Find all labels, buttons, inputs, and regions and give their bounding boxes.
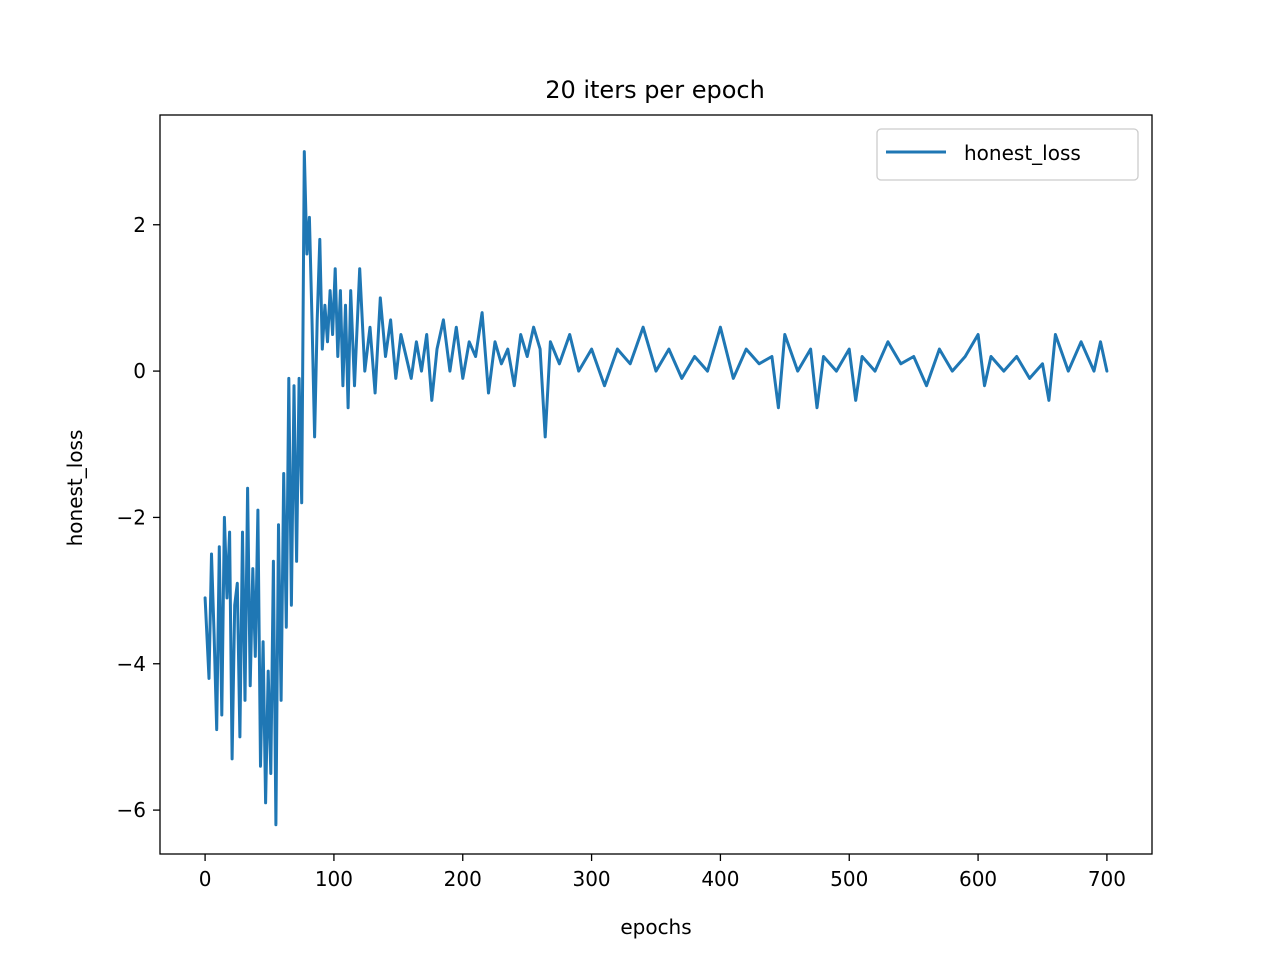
plot-area [159,114,1153,855]
y-axis-label: honest_loss [63,430,87,547]
series-line-honest_loss [203,150,1109,827]
plot-background [160,115,1152,854]
legend-box [876,128,1139,181]
y-axis: −6 −4 −2 0 2 [117,213,160,822]
x-tick-label: 600 [959,867,997,891]
y-tick-label: 2 [133,213,146,237]
series-layer [203,150,1109,827]
x-tick-label: 300 [572,867,610,891]
x-axis-label: epochs [620,915,691,939]
x-tick-label: 0 [199,867,212,891]
legend-label: honest_loss [964,141,1081,165]
x-tick-label: 200 [444,867,482,891]
y-tick-label: −6 [117,798,146,822]
y-tick-label: 0 [133,359,146,383]
x-tick-label: 400 [701,867,739,891]
y-tick-label: −2 [117,505,146,529]
x-axis: 0 100 200 300 400 500 600 700 [199,854,1126,891]
x-tick-label: 100 [315,867,353,891]
x-tick-label: 500 [830,867,868,891]
legend: honest_loss [876,128,1139,181]
plot-frame [159,114,1153,855]
x-tick-label: 700 [1088,867,1126,891]
chart-title: 20 iters per epoch [545,76,765,104]
y-tick-label: −4 [117,652,146,676]
